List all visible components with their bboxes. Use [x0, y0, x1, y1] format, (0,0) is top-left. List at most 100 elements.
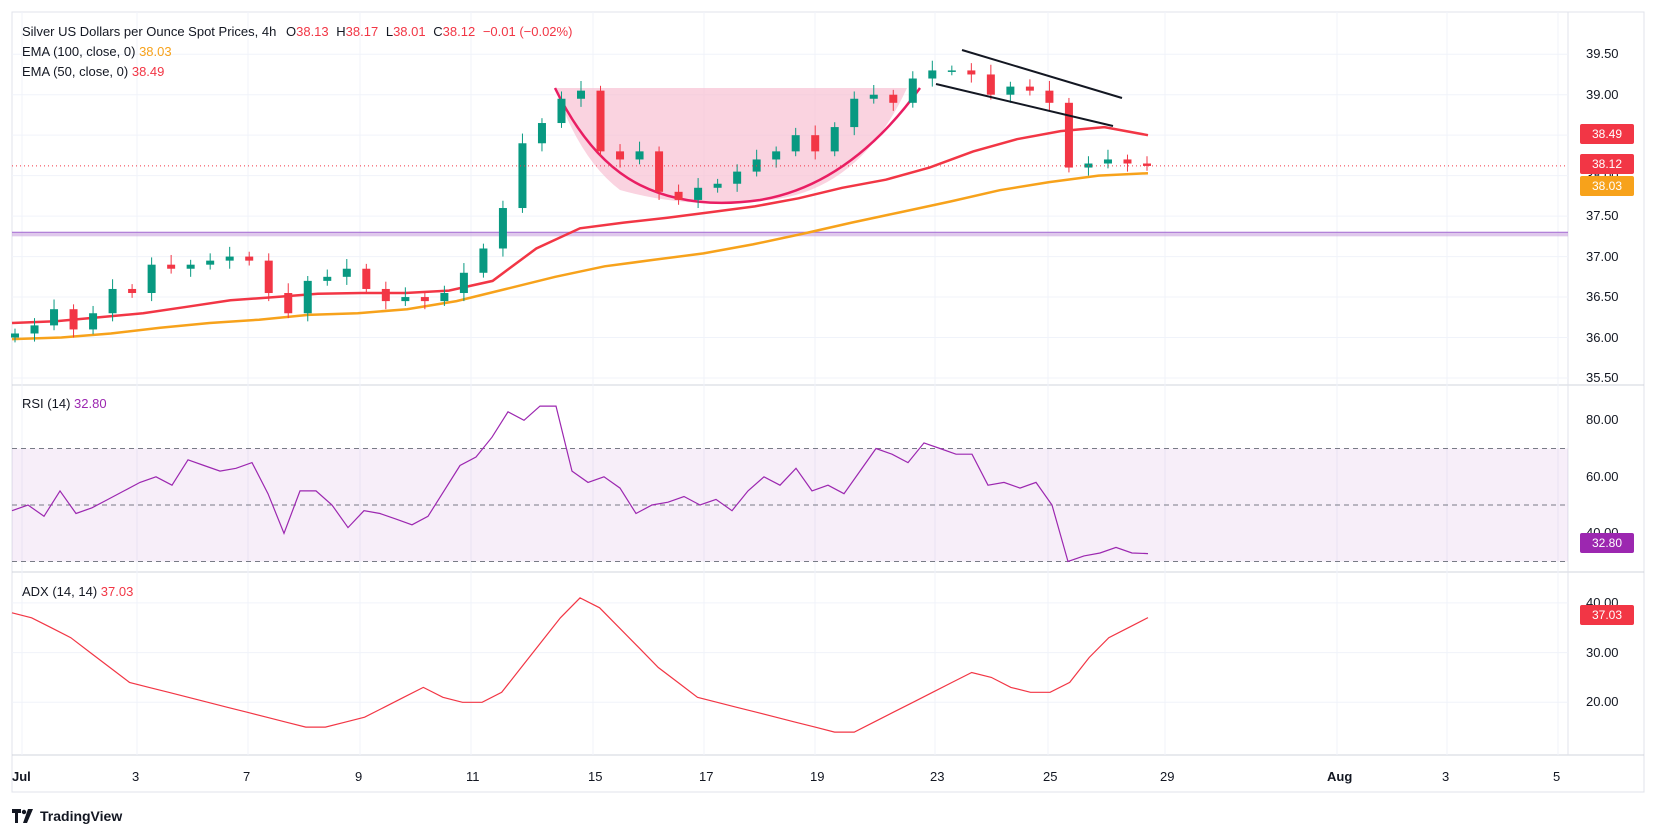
ema100-label: EMA (100, close, 0) [22, 44, 136, 59]
candle-body [245, 256, 254, 261]
price-tick-label: 39.00 [1586, 86, 1619, 102]
candle-body [89, 313, 98, 330]
brand-name: TradingView [40, 808, 123, 824]
candle-body [850, 98, 859, 128]
last-price-tag: 38.12 [1580, 154, 1634, 174]
time-tick-label: 29 [1160, 769, 1175, 784]
ema50-line [11, 125, 1149, 325]
ema100-price-tag: 38.03 [1580, 176, 1634, 196]
candle-body [889, 94, 898, 103]
ema100-line [11, 171, 1149, 341]
candle-body [1143, 163, 1151, 166]
price-tick-label: 35.50 [1586, 370, 1619, 385]
time-tick-label: 17 [699, 769, 714, 784]
rsi-line [11, 405, 1149, 563]
ohlc-o-label: O [285, 24, 297, 39]
candle-body [50, 309, 59, 326]
candle-body [362, 268, 371, 289]
candle-body [186, 264, 195, 269]
candle-body [1045, 90, 1054, 103]
candle-body [323, 276, 332, 281]
candle-body [908, 78, 917, 103]
ohlc-low: 38.01 [393, 24, 426, 39]
candle-body [459, 272, 468, 294]
candle-body [947, 70, 956, 72]
candle-body [147, 264, 156, 294]
candle-body [206, 260, 215, 265]
candle-body [557, 98, 566, 124]
time-tick-label: Jul [12, 769, 31, 784]
cup-area [555, 88, 907, 204]
cup-curve [553, 87, 922, 205]
time-tick-label: 7 [243, 769, 251, 784]
candle-body [1006, 86, 1015, 95]
time-tick-label: 11 [466, 769, 480, 784]
candle-body [967, 70, 976, 75]
ema100-value: 38.03 [139, 44, 172, 59]
candle-body [11, 333, 19, 338]
candle-body [284, 293, 293, 314]
rsi-legend: RSI (14) 32.80 [22, 396, 107, 411]
candle-body [616, 151, 625, 160]
candle-body [655, 151, 664, 192]
candle-body [342, 268, 351, 277]
candle-body [830, 127, 839, 152]
legend-title: Silver US Dollars per Ounce Spot Prices [22, 24, 255, 39]
rsi-label: RSI (14) [22, 396, 71, 411]
price-tick-label: 37.50 [1586, 208, 1619, 224]
candle-body [30, 325, 39, 334]
ohlc-high: 38.17 [345, 24, 379, 39]
candle-body [928, 70, 937, 79]
candle-body [811, 135, 820, 152]
price-tick-label: 36.00 [1586, 329, 1619, 345]
tradingview-logo[interactable]: TradingView [12, 808, 122, 824]
time-tick-label: 25 [1043, 769, 1058, 784]
price-tick-label: 39.50 [1586, 46, 1619, 62]
candle-body [713, 183, 722, 188]
candle-body [381, 288, 390, 302]
candle-body [577, 90, 585, 99]
rsi-tick-label: 60.00 [1586, 468, 1619, 484]
ohlc-open: 38.13 [296, 24, 329, 39]
time-tick-label: 19 [810, 769, 825, 784]
candle-body [69, 309, 78, 330]
candle-body [772, 151, 781, 160]
adx-price-tag: 37.03 [1580, 605, 1634, 625]
candle-body [401, 297, 410, 302]
time-tick-label: 3 [132, 769, 140, 784]
price-tick-label: 37.00 [1586, 248, 1619, 264]
adx-tick-label: 20.00 [1586, 694, 1619, 710]
candle-body [694, 187, 703, 200]
time-tick-label: 3 [1442, 769, 1450, 784]
ema50-legend: EMA (50, close, 0) 38.49 [22, 64, 164, 79]
flag-lower-line [935, 83, 1114, 127]
rsi-tick-label: 80.00 [1586, 412, 1619, 428]
candle-body [635, 151, 644, 160]
candle-body [869, 94, 878, 99]
candle-body [596, 90, 605, 152]
candle-body [1123, 159, 1132, 164]
ema100-legend: EMA (100, close, 0) 38.03 [22, 44, 172, 59]
candle-body [108, 288, 117, 314]
candle-body [791, 135, 800, 152]
support-band [12, 232, 1568, 237]
candle-body [518, 143, 527, 209]
candle-body [225, 256, 234, 261]
adx-label: ADX (14, 14) [22, 584, 98, 599]
candle-body [986, 74, 995, 95]
time-tick-label: 5 [1553, 769, 1561, 784]
ohlc-h-label: H [336, 24, 346, 39]
time-tick-label: Aug [1327, 769, 1353, 784]
candle-body [1103, 159, 1112, 164]
adx-value: 37.03 [100, 584, 134, 599]
rsi-value: 32.80 [74, 396, 107, 411]
ema50-value: 38.49 [131, 64, 165, 79]
candle-body [1025, 86, 1034, 91]
ema50-price-tag: 38.49 [1580, 124, 1634, 144]
candle-body [1064, 102, 1073, 168]
flag-upper-line [961, 49, 1123, 99]
ohlc-change: −0.01 (−0.02%) [482, 24, 573, 39]
candle-body [420, 297, 429, 302]
legend-timeframe: 4h [261, 24, 277, 39]
